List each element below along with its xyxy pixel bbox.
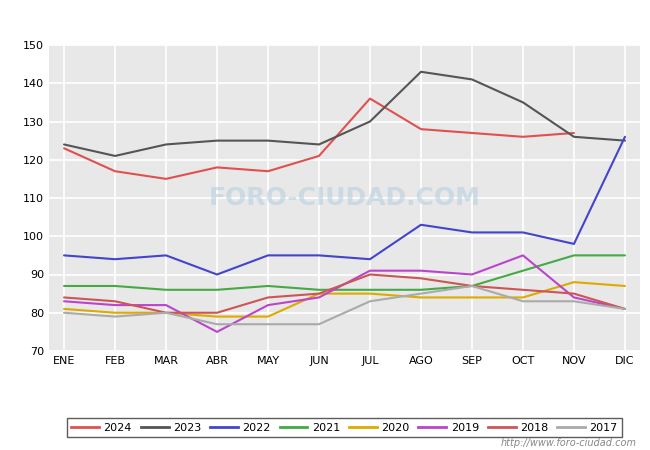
Text: http://www.foro-ciudad.com: http://www.foro-ciudad.com [501, 438, 637, 448]
Legend: 2024, 2023, 2022, 2021, 2020, 2019, 2018, 2017: 2024, 2023, 2022, 2021, 2020, 2019, 2018… [67, 418, 622, 437]
Text: FORO-CIUDAD.COM: FORO-CIUDAD.COM [209, 186, 480, 210]
Text: Afiliados en Riello a 30/11/2024: Afiliados en Riello a 30/11/2024 [182, 11, 468, 29]
